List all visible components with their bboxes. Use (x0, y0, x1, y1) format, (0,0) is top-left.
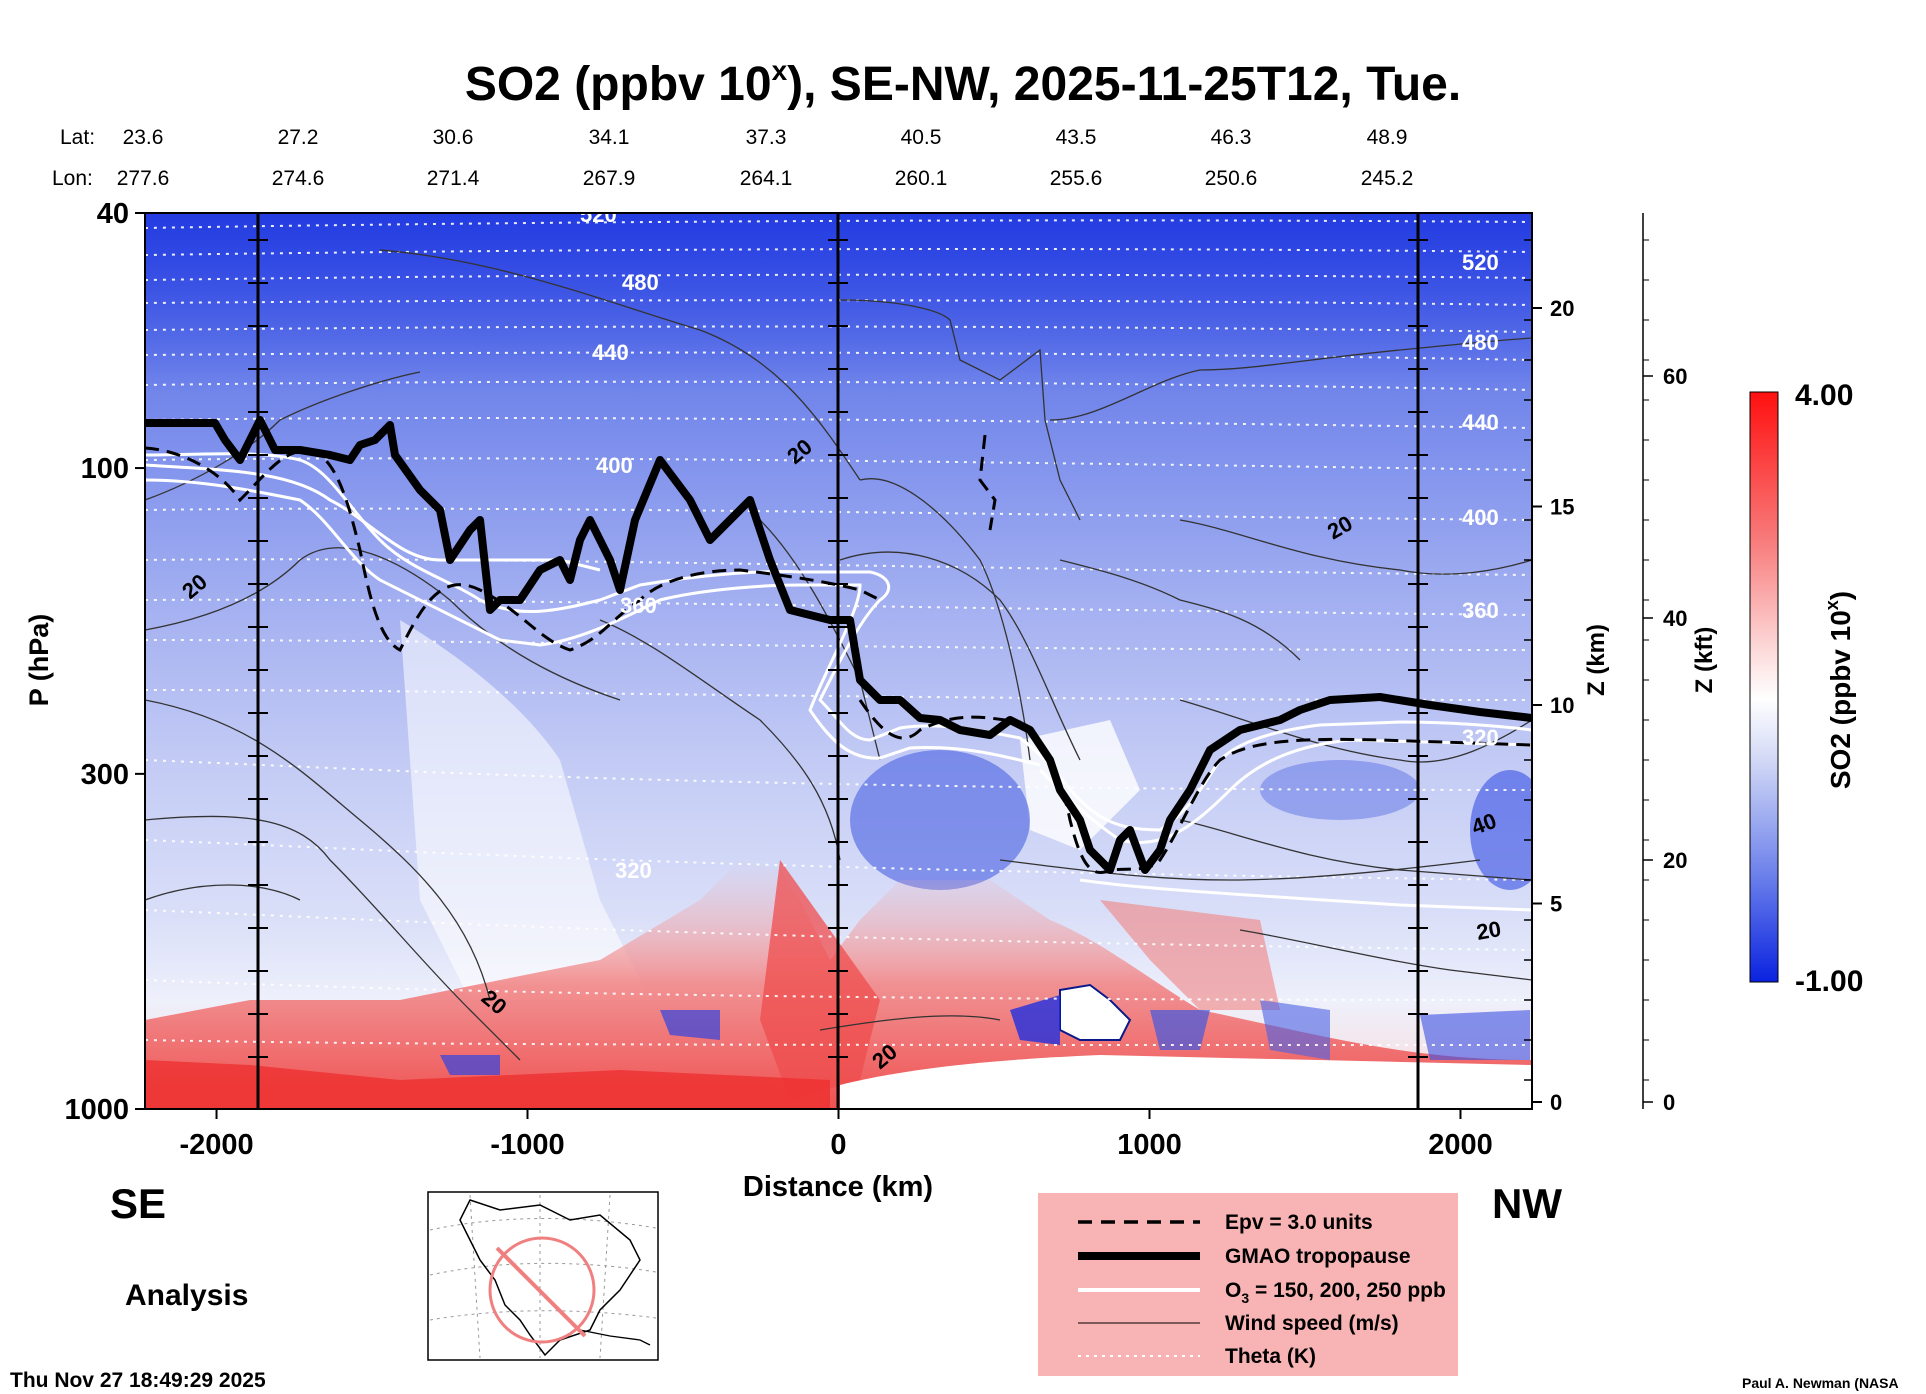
theta-label: 320 (615, 858, 652, 883)
p-tick-label: 300 (81, 759, 129, 791)
timestamp: Thu Nov 27 18:49:29 2025 (10, 1369, 266, 1392)
colorbar-max: 4.00 (1795, 379, 1853, 412)
guide-lines (256, 213, 1420, 1109)
colorbar-label: SO2 (ppbv 10x) (1822, 591, 1856, 789)
z-kft-tick-label: 20 (1663, 848, 1687, 873)
direction-nw: NW (1492, 1180, 1562, 1227)
colorbar (1749, 391, 1779, 983)
legend: Epv = 3.0 units GMAO tropopause O3 = 150… (1038, 1193, 1458, 1376)
inset-map (427, 1191, 659, 1361)
x-tick-label: 2000 (1428, 1129, 1493, 1161)
z-kft-tick-label: 60 (1663, 364, 1687, 389)
lat-label: Lat: (60, 126, 95, 149)
theta-label: 440 (1462, 410, 1499, 435)
z-kft-axis: 0 20 40 60 (1643, 239, 1687, 1115)
credit: Paul A. Newman (NASA (1742, 1375, 1899, 1391)
lat-value: 46.3 (1211, 126, 1252, 149)
z-km-tick-label: 0 (1550, 1090, 1562, 1115)
lon-value: 260.1 (895, 167, 948, 190)
colorbar-min: -1.00 (1795, 965, 1863, 998)
x-tick-label: -2000 (179, 1129, 253, 1161)
legend-theta: Theta (K) (1225, 1345, 1316, 1368)
z-km-tick-label: 5 (1550, 892, 1562, 917)
x-tick-label: 1000 (1117, 1129, 1182, 1161)
x-tick-label: 0 (830, 1129, 846, 1161)
theta-label: 480 (622, 270, 659, 295)
lon-value: 267.9 (583, 167, 636, 190)
lon-value: 277.6 (117, 167, 170, 190)
theta-label: 400 (1462, 505, 1499, 530)
z-kft-tick-label: 0 (1663, 1090, 1675, 1115)
theta-label: 520 (580, 202, 617, 227)
y-axis-label: P (hPa) (24, 614, 54, 707)
theta-label: 320 (1462, 725, 1499, 750)
direction-se: SE (110, 1180, 166, 1227)
z-km-tick-label: 15 (1550, 495, 1574, 520)
z-km-tick-label: 20 (1550, 296, 1574, 321)
z-km-tick-label: 10 (1550, 693, 1574, 718)
x-axis: -2000 -1000 0 1000 2000 (179, 1109, 1493, 1161)
x-tick-label: -1000 (490, 1129, 564, 1161)
legend-o3: O3 = 150, 200, 250 ppb (1225, 1279, 1446, 1306)
z-km-label: Z (km) (1583, 624, 1610, 696)
lon-value: 271.4 (427, 167, 480, 190)
lat-value: 34.1 (589, 126, 630, 149)
legend-tropopause: GMAO tropopause (1225, 1245, 1411, 1268)
theta-label: 400 (596, 453, 633, 478)
theta-label: 520 (1462, 250, 1499, 275)
legend-epv: Epv = 3.0 units (1225, 1211, 1373, 1234)
lon-value: 250.6 (1205, 167, 1258, 190)
theta-label: 480 (1462, 330, 1499, 355)
legend-wind: Wind speed (m/s) (1225, 1312, 1399, 1335)
x-axis-label: Distance (km) (743, 1171, 933, 1203)
z-kft-tick-label: 40 (1663, 606, 1687, 631)
analysis-label: Analysis (125, 1279, 248, 1312)
theta-label: 360 (1462, 598, 1499, 623)
lon-value: 245.2 (1361, 167, 1414, 190)
theta-label: 440 (592, 340, 629, 365)
lat-value: 48.9 (1367, 126, 1408, 149)
z-km-axis: 0 5 10 15 20 (1524, 239, 1574, 1115)
lat-value: 43.5 (1056, 126, 1097, 149)
p-tick-label: 40 (97, 198, 129, 230)
pressure-axis: 40 100 300 1000 (64, 198, 145, 1126)
lat-value: 30.6 (433, 126, 474, 149)
lon-value: 264.1 (740, 167, 793, 190)
lon-value: 274.6 (272, 167, 325, 190)
chart-title: SO2 (ppbv 10x), SE-NW, 2025-11-25T12, Tu… (465, 55, 1461, 111)
lat-value: 27.2 (278, 126, 319, 149)
p-tick-label: 100 (81, 453, 129, 485)
lat-value: 23.6 (123, 126, 164, 149)
theta-label: 360 (620, 593, 657, 618)
wind-speed-label: 20 (1475, 916, 1503, 945)
lon-label: Lon: (52, 167, 93, 190)
lat-value: 40.5 (901, 126, 942, 149)
lon-value: 255.6 (1050, 167, 1103, 190)
lat-values: 23.6 27.2 30.6 34.1 37.3 40.5 43.5 46.3 48.9 (123, 126, 1408, 149)
z-kft-label: Z (kft) (1691, 627, 1718, 694)
lon-values: 277.6 274.6 271.4 267.9 264.1 260.1 255.6 250.6… (117, 167, 1414, 190)
p-tick-label: 1000 (64, 1094, 129, 1126)
lat-value: 37.3 (746, 126, 787, 149)
